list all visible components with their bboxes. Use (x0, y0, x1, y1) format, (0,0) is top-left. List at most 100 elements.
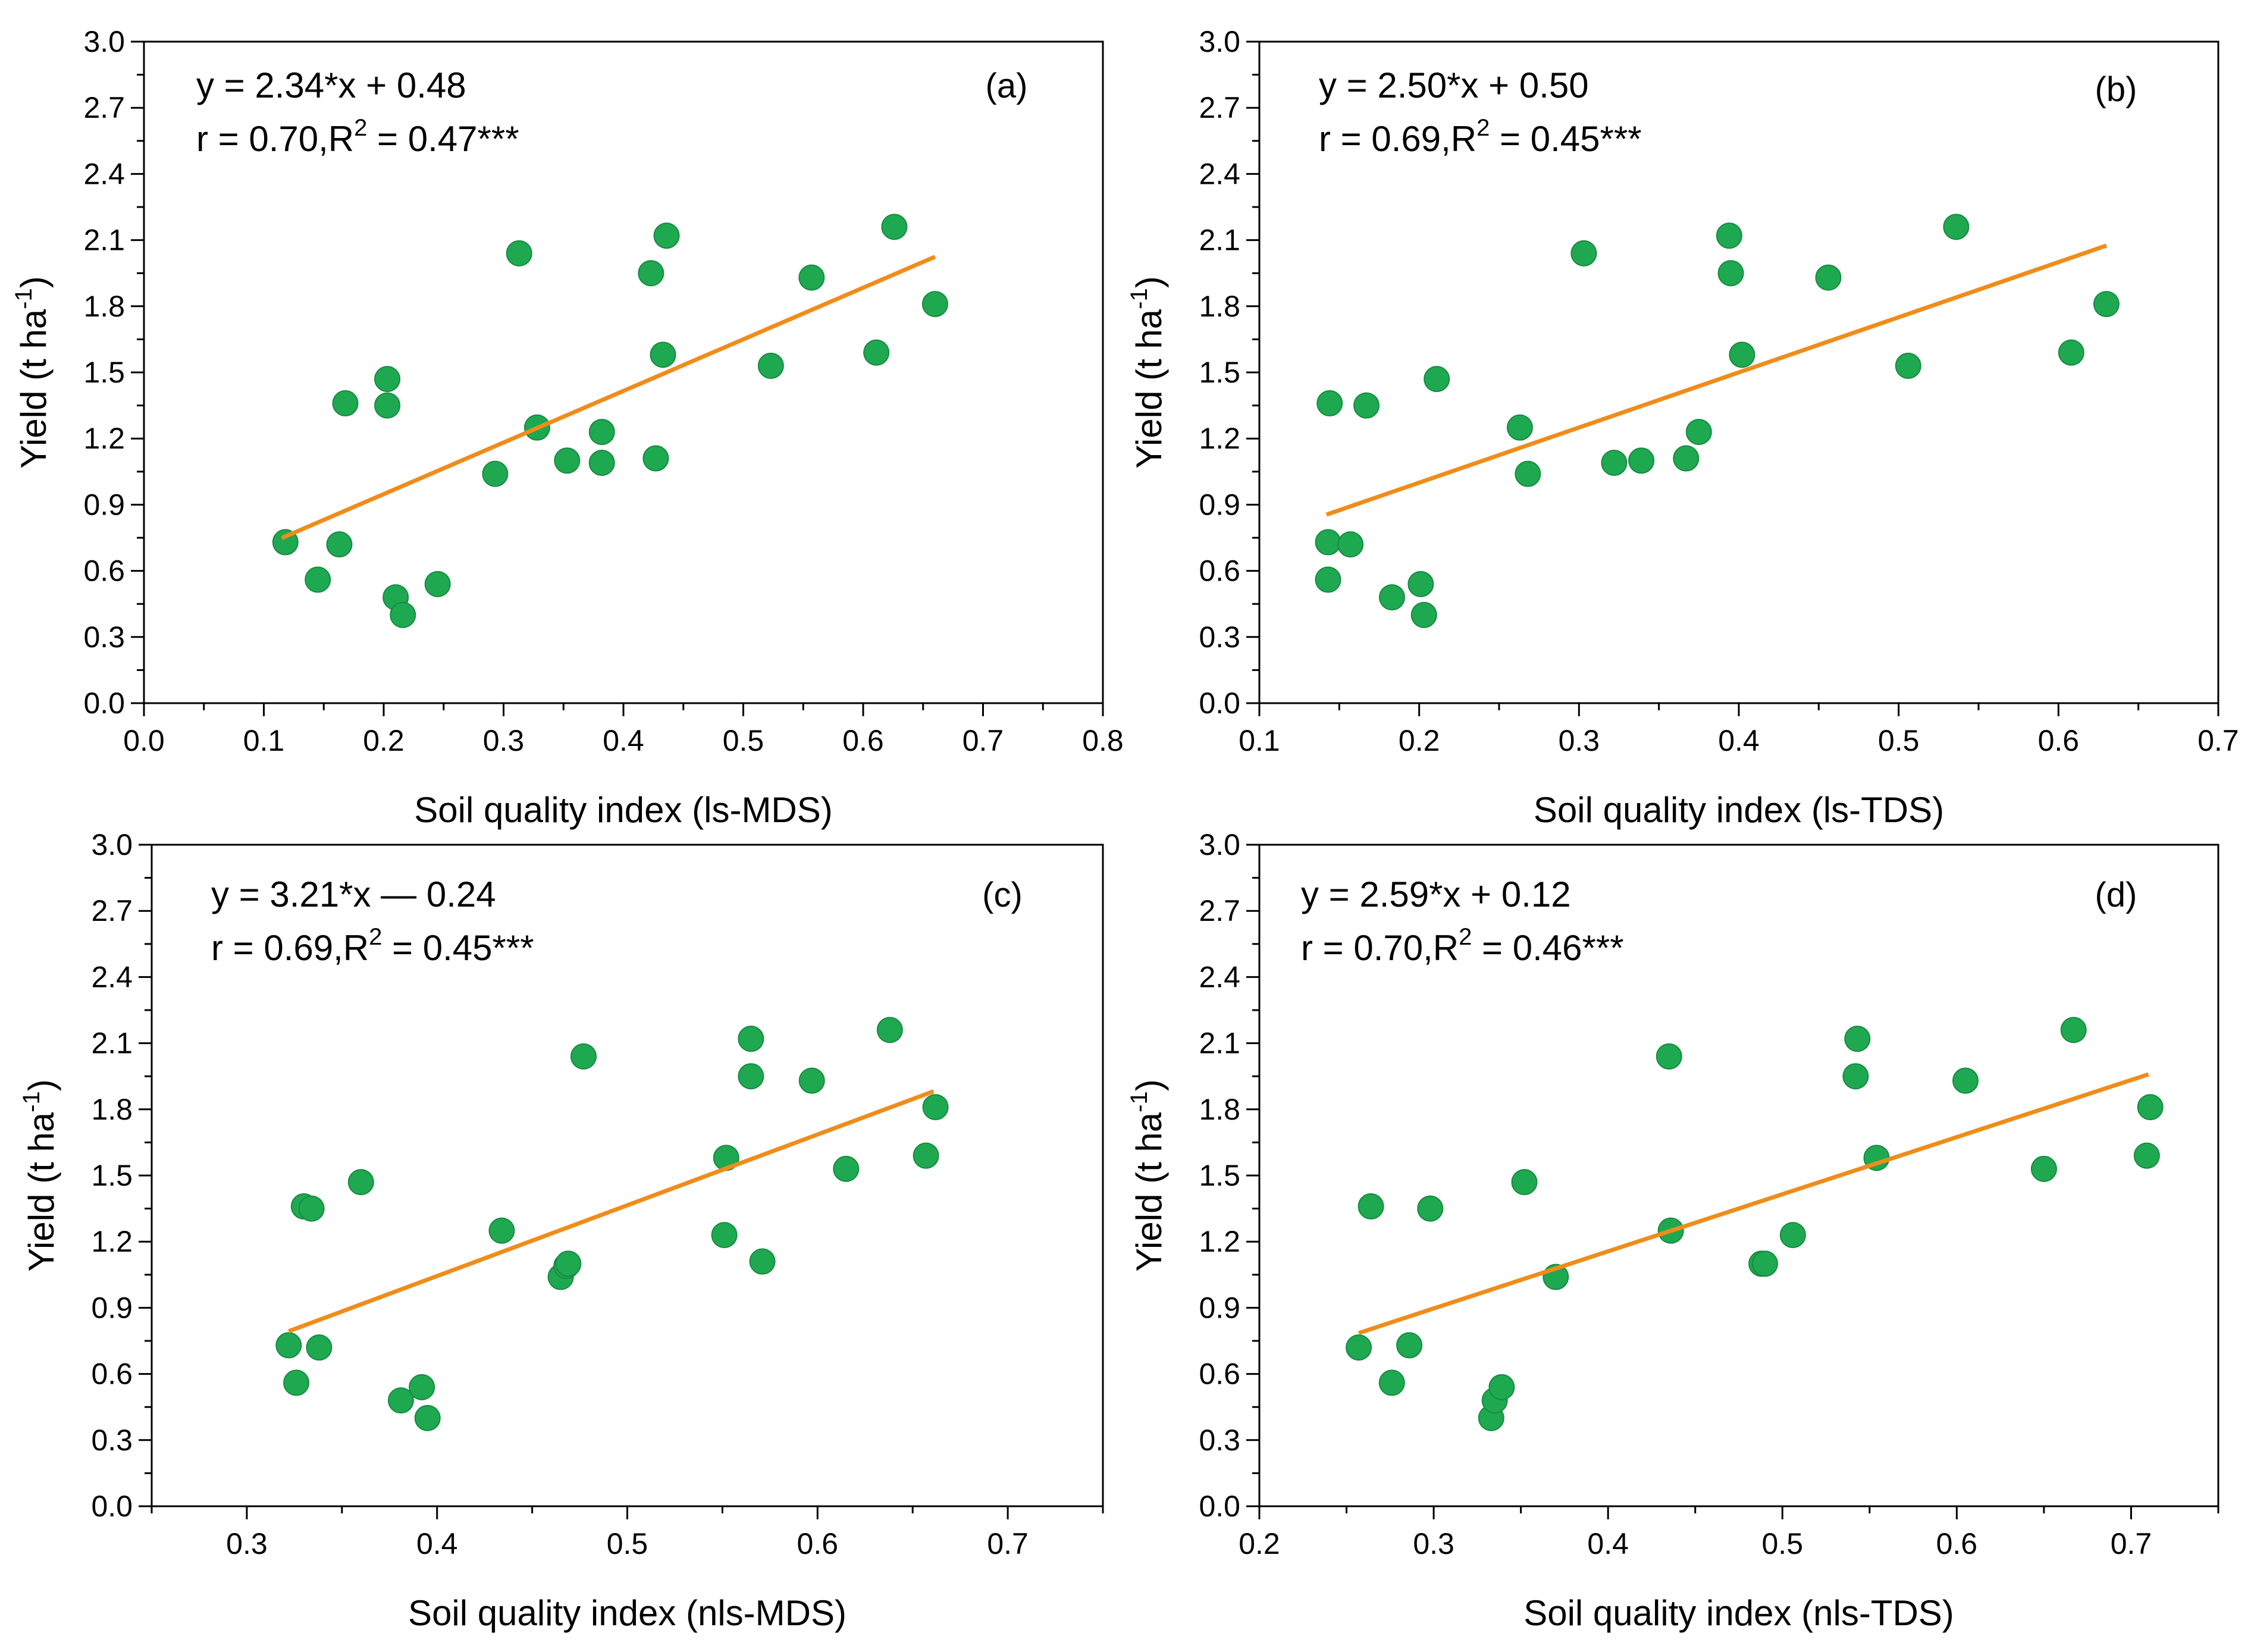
data-point (387, 1387, 414, 1414)
y-tick-label: 2.4 (83, 157, 125, 190)
data-point (638, 260, 664, 287)
y-axis-label-sup: -1 (11, 288, 37, 309)
data-point (1506, 414, 1533, 441)
y-tick-label: 3.0 (83, 25, 125, 58)
data-point (305, 566, 331, 593)
data-point (374, 392, 401, 419)
x-tick-label: 0.4 (1587, 1527, 1629, 1560)
stats-prefix: r = 0.70,R (196, 119, 354, 159)
panel-label: (b) (2095, 70, 2137, 109)
x-axis-label: Soil quality index (ls-MDS) (414, 790, 833, 830)
stats-prefix: r = 0.70,R (1301, 928, 1459, 968)
fit-line (288, 1089, 935, 1334)
data-point (588, 419, 615, 446)
x-tick-label: 0.4 (603, 724, 644, 757)
data-point (1378, 584, 1405, 611)
stats-suffix: = 0.45*** (1490, 119, 1641, 159)
data-point (1407, 570, 1434, 597)
data-point (390, 601, 416, 628)
data-point (1628, 447, 1655, 474)
x-tick-label: 0.6 (1936, 1527, 1978, 1560)
data-point (798, 1067, 825, 1094)
data-point (757, 352, 784, 379)
y-axis-label-sup: -1 (1126, 1091, 1152, 1112)
y-tick-label: 2.1 (1199, 1027, 1240, 1060)
panel-label: (a) (986, 67, 1028, 105)
data-point (1751, 1250, 1778, 1277)
x-tick-label: 0.2 (363, 724, 405, 757)
y-tick-label: 1.5 (91, 1159, 133, 1192)
data-point (863, 339, 890, 366)
data-point (1396, 1332, 1423, 1359)
x-axis-label: Soil quality index (nls-MDS) (408, 1593, 847, 1633)
data-point (414, 1405, 441, 1431)
x-tick-label: 0.0 (123, 724, 165, 757)
fit-line (1358, 1072, 2149, 1336)
data-point (1779, 1222, 1806, 1249)
y-tick-label: 0.0 (1199, 686, 1240, 720)
data-point (1424, 366, 1450, 393)
y-tick-label: 0.6 (1199, 554, 1240, 588)
regression-equation: y = 2.50*x + 0.50 (1319, 65, 1589, 105)
y-tick-label: 2.7 (1199, 91, 1240, 124)
y-tick-label: 2.7 (1199, 894, 1240, 927)
y-tick-label: 3.0 (91, 828, 133, 861)
x-tick-label: 0.5 (1762, 1527, 1804, 1560)
y-tick-label: 0.6 (1199, 1358, 1240, 1391)
y-tick-label: 2.1 (83, 224, 125, 257)
y-tick-label: 0.9 (83, 488, 125, 521)
y-tick-label: 0.0 (1199, 1490, 1240, 1523)
stats-sup: 2 (1476, 115, 1490, 141)
data-point (1952, 1067, 1979, 1094)
data-point (306, 1334, 333, 1361)
y-axis-label-end: ) (1129, 1079, 1169, 1091)
data-point (922, 1094, 949, 1121)
data-point (642, 445, 669, 472)
regression-equation: y = 3.21*x — 0.24 (211, 874, 496, 914)
x-tick-label: 0.6 (2038, 724, 2080, 757)
data-point (2060, 1017, 2087, 1043)
y-tick-label: 1.5 (1199, 356, 1240, 389)
data-point (1346, 1334, 1372, 1361)
x-tick-label: 0.6 (797, 1527, 839, 1560)
data-point (332, 390, 359, 416)
panel-d: 0.0 0.3 0.6 0.9 1.2 1.5 1.8 2.1 2.4 2.7 3.0 0.2 0.3 0… (1126, 828, 2219, 1633)
x-tick-label: 0.7 (2111, 1527, 2152, 1560)
data-point (1842, 1063, 1869, 1090)
y-axis-label-main: Yield (t ha (21, 1112, 61, 1272)
data-point (1417, 1195, 1444, 1222)
y-axis-label-sup: -1 (1126, 288, 1152, 309)
y-axis-label-end: ) (1129, 276, 1169, 288)
x-tick-label: 0.3 (483, 724, 525, 757)
data-point (588, 449, 615, 476)
data-point (506, 240, 532, 267)
data-point (1315, 529, 1341, 556)
y-tick-label: 1.5 (83, 356, 125, 389)
data-point (2030, 1155, 2057, 1182)
data-point (409, 1374, 435, 1400)
data-point (1844, 1026, 1871, 1052)
data-point (424, 570, 451, 597)
data-point (749, 1248, 776, 1275)
data-point (2093, 291, 2120, 318)
x-tick-label: 0.4 (1718, 724, 1760, 757)
data-point (1316, 390, 1343, 416)
y-tick-label: 2.4 (1199, 157, 1240, 190)
data-point (833, 1155, 860, 1182)
stats-sup: 2 (1459, 924, 1472, 950)
data-point (1815, 264, 1842, 291)
data-point (1337, 531, 1364, 558)
stats-suffix: = 0.47*** (367, 119, 519, 159)
data-point (913, 1142, 939, 1169)
y-tick-label: 1.8 (91, 1093, 133, 1126)
data-point (876, 1017, 903, 1043)
panel-b: 0.0 0.3 0.6 0.9 1.2 1.5 1.8 2.1 2.4 2.7 3.0 0.1 0.2 0… (1126, 25, 2239, 830)
data-point (1378, 1369, 1405, 1396)
y-tick-label: 0.3 (91, 1424, 133, 1457)
x-tick-label: 0.5 (607, 1527, 648, 1560)
correlation-stats: r = 0.69,R2 = 0.45*** (211, 924, 534, 968)
y-tick-label: 2.1 (91, 1027, 133, 1060)
stats-prefix: r = 0.69,R (1319, 119, 1476, 159)
data-point (347, 1169, 374, 1196)
data-point (1716, 222, 1742, 249)
